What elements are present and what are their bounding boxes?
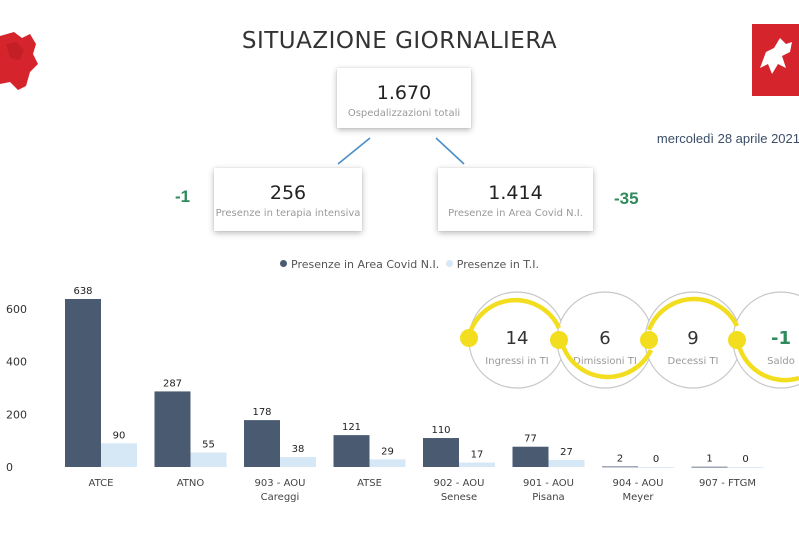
data-label: 178: [252, 407, 271, 418]
area-delta: -35: [614, 189, 639, 208]
legend-label-area: Presenze in Area Covid N.I.: [291, 258, 440, 271]
bar-ti: [369, 459, 406, 467]
flow-node: [640, 331, 658, 349]
flow-label: Dimissioni TI: [573, 356, 637, 367]
y-tick-label: 0: [6, 461, 13, 474]
bar-ti: [190, 452, 227, 467]
flow-arc: [466, 297, 562, 337]
x-tick-label: 904 - AOU: [613, 478, 664, 489]
data-label: 77: [524, 434, 537, 445]
data-label: 17: [471, 450, 484, 461]
bar-ti: [101, 443, 137, 467]
data-label: 29: [381, 446, 394, 457]
flow-node: [460, 329, 478, 347]
x-tick-label: 902 - AOU: [434, 478, 485, 489]
data-label: 38: [292, 444, 305, 455]
data-label: 0: [653, 454, 659, 465]
bar-ti: [280, 456, 316, 467]
flow-label: Saldo: [767, 356, 795, 367]
x-tick-label: 901 - AOU: [523, 478, 574, 489]
x-tick-label: ATNO: [177, 478, 205, 489]
icu-delta: -1: [175, 187, 191, 206]
data-label: 1: [706, 454, 712, 465]
x-tick-label: ATSE: [357, 478, 382, 489]
x-tick-label: Meyer: [623, 492, 655, 503]
flow-value: 14: [506, 328, 529, 349]
tuscany-region-emblem-icon: [752, 24, 799, 100]
y-tick-label: 200: [6, 408, 27, 421]
legend-swatch-ti: [445, 260, 453, 267]
bar-area: [154, 391, 191, 467]
x-tick-label: Pisana: [532, 492, 564, 503]
total-value: 1.670: [376, 82, 432, 104]
x-tick-label: Senese: [441, 492, 477, 503]
data-label: 27: [560, 447, 573, 458]
bar-area: [244, 420, 280, 467]
page-title: SITUAZIONE GIORNALIERA: [241, 28, 558, 54]
data-label: 287: [163, 378, 182, 389]
area-label: Presenze in Area Covid N.I.: [448, 208, 583, 219]
flow-node: [550, 331, 568, 349]
x-tick-label: 903 - AOU: [255, 478, 306, 489]
icu-presences-card: 256 Presenze in terapia intensiva: [214, 168, 362, 231]
chart-legend: Presenze in Area Covid N.I. Presenze in …: [280, 258, 539, 271]
covid-area-presences-card: 1.414 Presenze in Area Covid N.I.: [438, 168, 593, 231]
data-label: 121: [342, 422, 361, 433]
bar-area: [512, 446, 549, 467]
bar-area: [691, 466, 728, 468]
legend-swatch-area: [280, 260, 287, 267]
data-label: 55: [202, 440, 215, 451]
bar-area: [333, 435, 370, 467]
flow-arc: [560, 345, 654, 380]
bar-ti: [727, 467, 764, 468]
report-date: mercoledì 28 aprile 2021: [656, 131, 799, 146]
flow-node: [728, 331, 746, 349]
data-label: 110: [431, 425, 450, 436]
flow-value: -1: [771, 328, 791, 349]
flow-label: Ingressi in TI: [485, 356, 548, 367]
x-tick-label: ATCE: [89, 478, 114, 489]
flow-label: Decessi TI: [668, 356, 719, 367]
bar-ti: [459, 462, 495, 467]
tuscany-map-icon: [0, 30, 40, 98]
x-tick-label: Careggi: [261, 492, 300, 503]
bar-ti: [638, 467, 674, 468]
data-label: 638: [73, 286, 92, 297]
total-label: Ospedalizzazioni totali: [347, 108, 461, 119]
y-tick-label: 600: [6, 303, 27, 316]
bar-ti: [548, 459, 585, 467]
total-hospitalizations-card: 1.670 Ospedalizzazioni totali: [337, 68, 471, 128]
flow-value: 6: [599, 328, 610, 349]
flow-arc: [736, 345, 799, 383]
data-label: 2: [617, 453, 623, 464]
icu-value: 256: [269, 182, 307, 204]
icu-flow-diagram: 14 Ingressi in TI 6 Dimissioni TI 9 Decessi T…: [460, 291, 799, 389]
data-label: 90: [113, 430, 126, 441]
area-value: 1.414: [488, 182, 543, 204]
flow-arc: [646, 296, 740, 331]
flow-value: 9: [687, 328, 698, 349]
bar-area: [65, 298, 101, 467]
bar-area: [423, 438, 459, 467]
bar-area: [602, 466, 638, 468]
legend-label-ti: Presenze in T.I.: [456, 258, 539, 271]
icu-label: Presenze in terapia intensiva: [215, 208, 361, 219]
y-tick-label: 400: [6, 356, 27, 369]
x-tick-label: 907 - FTGM: [699, 478, 756, 489]
data-label: 0: [742, 454, 748, 465]
